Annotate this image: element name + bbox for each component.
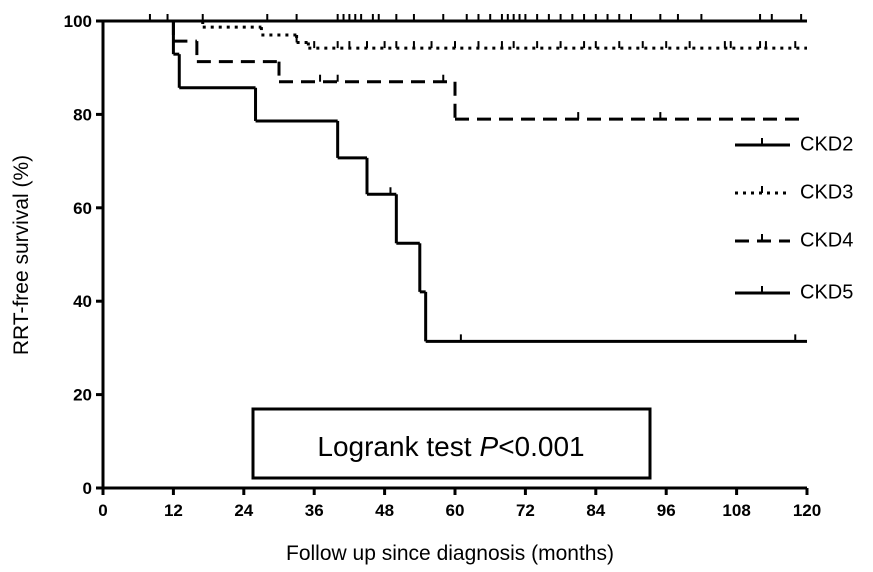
x-axis-label: Follow up since diagnosis (months) bbox=[286, 542, 614, 565]
annotation-text: Logrank test bbox=[317, 431, 471, 462]
x-tick-label: 96 bbox=[657, 501, 676, 520]
x-tick-label: 60 bbox=[446, 501, 465, 520]
y-axis-label: RRT-free survival (%) bbox=[10, 155, 33, 355]
legend-label: CKD3 bbox=[800, 181, 853, 203]
x-tick-label: 48 bbox=[375, 501, 394, 520]
x-tick-label: 36 bbox=[305, 501, 324, 520]
y-tick-label: 0 bbox=[83, 479, 92, 498]
y-tick-label: 20 bbox=[73, 386, 92, 405]
y-tick-label: 80 bbox=[73, 105, 92, 124]
x-tick-label: 24 bbox=[234, 501, 253, 520]
y-tick-label: 60 bbox=[73, 199, 92, 218]
annotation: Logrank test P<0.001 bbox=[317, 431, 584, 462]
annotation-value: <0.001 bbox=[498, 431, 584, 462]
x-tick-label: 108 bbox=[722, 501, 750, 520]
y-tick-label: 40 bbox=[73, 292, 92, 311]
y-tick-label: 100 bbox=[64, 12, 92, 31]
x-tick-label: 120 bbox=[793, 501, 821, 520]
annotation-box bbox=[251, 407, 652, 480]
x-tick-label: 72 bbox=[516, 501, 535, 520]
x-tick-label: 12 bbox=[164, 501, 183, 520]
legend-label: CKD5 bbox=[800, 281, 853, 303]
x-tick-label: 0 bbox=[98, 501, 107, 520]
legend-label: CKD2 bbox=[800, 133, 853, 155]
legend-label: CKD4 bbox=[800, 229, 853, 251]
annotation-p: P bbox=[480, 431, 499, 462]
x-tick-label: 84 bbox=[586, 501, 605, 520]
